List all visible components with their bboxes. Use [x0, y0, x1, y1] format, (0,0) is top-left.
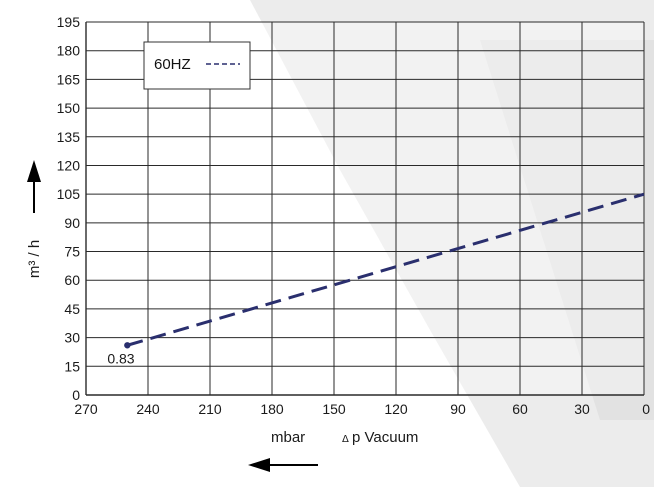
y-axis-title: m³ / h	[26, 240, 43, 278]
legend-label: 60HZ	[154, 56, 191, 73]
x-axis-delta-symbol: Δ	[342, 434, 349, 445]
y-tick-label: 60	[64, 272, 80, 288]
y-tick-label: 45	[64, 301, 80, 317]
x-tick-label: 210	[198, 401, 222, 417]
y-axis-title-group: m³ / h	[26, 160, 43, 278]
x-tick-label: 270	[74, 401, 98, 417]
start-point-annotation: 0.83	[107, 350, 134, 366]
legend: 60HZ	[143, 41, 251, 90]
x-tick-label: 90	[450, 401, 466, 417]
background-decoration	[250, 0, 654, 487]
x-axis-title: p Vacuum	[352, 429, 418, 446]
y-tick-label: 150	[57, 100, 81, 116]
x-axis-arrow-icon	[248, 458, 270, 472]
x-tick-label: 60	[512, 401, 528, 417]
y-tick-label: 165	[57, 71, 81, 87]
x-axis-title-group: mbar Δ p Vacuum	[248, 429, 418, 472]
y-tick-label: 195	[57, 14, 81, 30]
y-tick-label: 75	[64, 244, 80, 260]
series-start-point	[124, 342, 131, 349]
y-tick-label: 105	[57, 186, 81, 202]
y-axis-arrow-icon	[27, 160, 41, 182]
background-shape-small	[480, 40, 654, 420]
y-tick-label: 30	[64, 330, 80, 346]
x-tick-label: 0	[642, 401, 650, 417]
series-line-60hz	[126, 192, 645, 347]
y-tick-labels: 0 15 30 45 60 75 90 105 120 135 150 165 180 195	[57, 14, 81, 403]
x-tick-label: 240	[136, 401, 160, 417]
x-tick-label: 30	[574, 401, 590, 417]
x-tick-label: 120	[384, 401, 408, 417]
y-tick-label: 90	[64, 215, 80, 231]
x-axis-unit: mbar	[271, 429, 305, 446]
y-tick-label: 180	[57, 43, 81, 59]
y-tick-label: 15	[64, 358, 80, 374]
legend-box	[143, 41, 251, 90]
y-tick-label: 0	[72, 387, 80, 403]
y-tick-label: 135	[57, 129, 81, 145]
x-tick-label: 150	[322, 401, 346, 417]
series-group	[124, 192, 645, 349]
x-tick-label: 180	[260, 401, 284, 417]
y-tick-label: 120	[57, 157, 81, 173]
x-tick-labels: 270 240 210 180 150 120 90 60 30 0	[74, 401, 650, 417]
